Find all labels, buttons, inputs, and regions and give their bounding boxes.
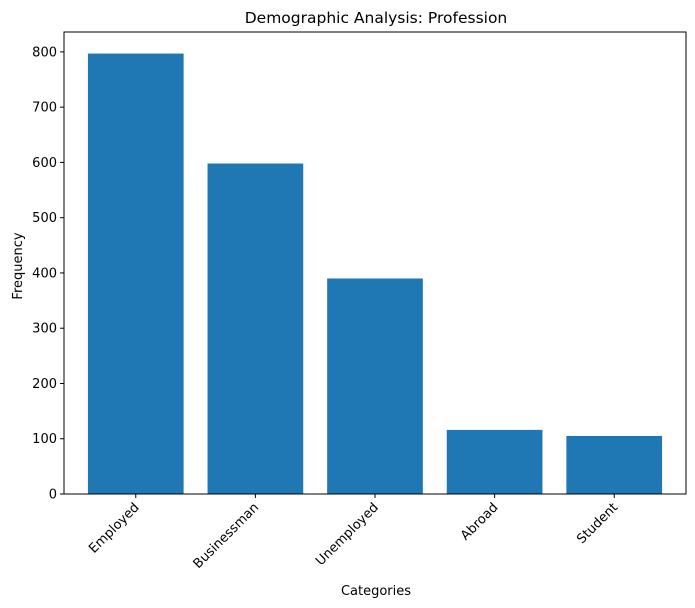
chart-title: Demographic Analysis: Profession [245,9,508,27]
x-tick-label: Student [574,500,621,547]
y-axis-ticks: 0 100 200 300 400 500 600 700 800 [32,45,64,503]
y-tick-label: 200 [32,377,57,392]
x-axis-label: Categories [341,584,411,599]
x-axis-ticks: Employed Businessman Unemployed Abroad Stude… [86,494,621,572]
y-tick-label: 300 [32,322,57,337]
x-tick-label: Businessman [191,500,263,572]
y-tick-label: 400 [32,266,57,281]
y-tick-label: 800 [32,45,57,60]
x-tick-label: Unemployed [313,500,382,569]
bar-abroad [446,429,543,494]
bar-businessman [207,163,304,495]
bar-student [566,435,663,494]
bar-employed [87,53,184,494]
x-tick-label: Abroad [458,500,501,543]
y-tick-label: 0 [49,488,57,503]
y-tick-label: 100 [32,432,57,447]
bar-unemployed [327,278,423,494]
plot-frame [63,31,687,495]
y-tick-label: 700 [32,101,57,116]
x-tick-label: Employed [86,500,142,556]
bars-group [87,53,663,495]
y-tick-label: 600 [32,156,57,171]
y-tick-label: 500 [32,211,57,226]
y-axis-label: Frequency [11,232,26,299]
